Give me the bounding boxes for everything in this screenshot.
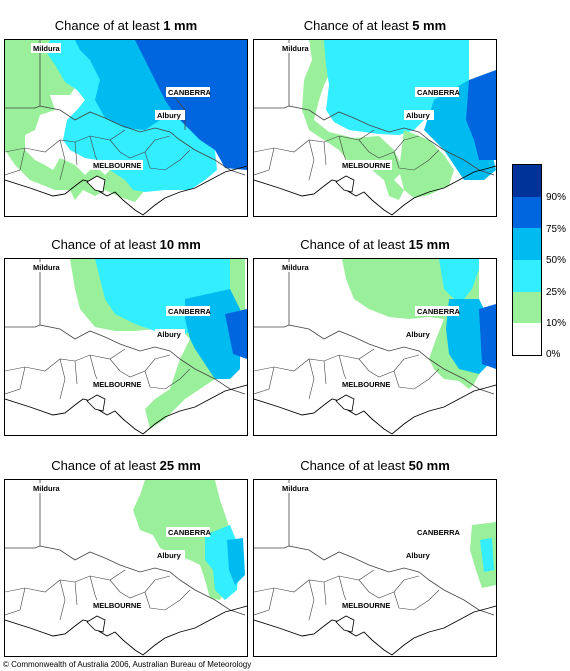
- legend-label-10: 10%: [546, 318, 567, 329]
- place-label-mildura: Mildura: [282, 44, 309, 53]
- title-prefix: Chance of at least: [51, 237, 156, 252]
- title-prefix: Chance of at least: [300, 237, 405, 252]
- panel-title: Chance of at least 10 mm: [4, 237, 248, 255]
- place-label-mildura: Mildura: [33, 263, 60, 272]
- place-label-melbourne: MELBOURNE: [342, 601, 390, 610]
- title-amount: 10 mm: [159, 237, 201, 252]
- legend-label-50: 50%: [546, 255, 567, 266]
- legend-swatch-75: [513, 196, 541, 229]
- rainfall-map: Mildura CANBERRA Albury MELBOURNE: [4, 39, 248, 217]
- zone-75-90: [466, 70, 496, 160]
- place-label-melbourne: MELBOURNE: [93, 161, 141, 170]
- place-label-canberra: CANBERRA: [168, 528, 212, 537]
- place-label-mildura: Mildura: [282, 484, 309, 493]
- panel-title: Chance of at least 1 mm: [4, 18, 248, 36]
- place-label-albury: Albury: [157, 330, 182, 339]
- place-label-melbourne: MELBOURNE: [342, 380, 390, 389]
- place-label-mildura: Mildura: [33, 44, 60, 53]
- title-prefix: Chance of at least: [51, 458, 156, 473]
- legend-color-bar: [512, 164, 542, 356]
- legend-swatch-0: [513, 323, 541, 355]
- map-graphic: Mildura CANBERRA Albury MELBOURNE: [254, 259, 496, 435]
- map-graphic: Mildura CANBERRA Albury MELBOURNE: [5, 40, 247, 216]
- place-label-albury: Albury: [157, 111, 182, 120]
- title-amount: 5 mm: [412, 18, 447, 33]
- map-graphic: Mildura CANBERRA Albury MELBOURNE: [254, 40, 496, 216]
- legend-label-0: 0%: [546, 349, 561, 360]
- legend-label-90: 90%: [546, 192, 567, 203]
- zone-50-75: [227, 538, 245, 585]
- rainfall-map: Mildura CANBERRA Albury MELBOURNE: [253, 479, 497, 657]
- zone-75-90: [479, 304, 496, 369]
- place-label-canberra: CANBERRA: [168, 88, 212, 97]
- title-amount: 25 mm: [159, 458, 201, 473]
- panel-title: Chance of at least 50 mm: [253, 458, 497, 476]
- map-graphic: Mildura CANBERRA Albury MELBOURNE: [5, 480, 247, 656]
- place-label-mildura: Mildura: [33, 484, 60, 493]
- panel-title: Chance of at least 5 mm: [253, 18, 497, 36]
- zone-10-25: [5, 40, 170, 202]
- title-prefix: Chance of at least: [300, 458, 405, 473]
- place-label-albury: Albury: [406, 111, 431, 120]
- title-amount: 1 mm: [163, 18, 198, 33]
- title-amount: 50 mm: [408, 458, 450, 473]
- place-label-canberra: CANBERRA: [417, 88, 461, 97]
- zone-75-90: [225, 309, 247, 359]
- place-label-canberra: CANBERRA: [417, 528, 461, 537]
- panel-title: Chance of at least 25 mm: [4, 458, 248, 476]
- rainfall-map: Mildura CANBERRA Albury MELBOURNE: [253, 39, 497, 217]
- place-label-melbourne: MELBOURNE: [93, 601, 141, 610]
- zone-25-50: [480, 538, 494, 572]
- legend-label-75: 75%: [546, 224, 567, 235]
- map-graphic: Mildura CANBERRA Albury MELBOURNE: [5, 259, 247, 435]
- place-label-melbourne: MELBOURNE: [93, 380, 141, 389]
- title-amount: 15 mm: [408, 237, 450, 252]
- legend-swatch-25: [513, 259, 541, 292]
- place-label-albury: Albury: [406, 551, 431, 560]
- zone-25-50: [439, 259, 479, 299]
- rainfall-map: Mildura CANBERRA Albury MELBOURNE: [253, 258, 497, 436]
- place-label-melbourne: MELBOURNE: [342, 161, 390, 170]
- zone-50-75: [446, 299, 489, 374]
- legend-swatch-90: [513, 165, 541, 197]
- place-label-albury: Albury: [157, 551, 182, 560]
- place-label-albury: Albury: [406, 330, 431, 339]
- zone-75-90: [135, 40, 247, 170]
- title-prefix: Chance of at least: [54, 18, 160, 33]
- place-label-mildura: Mildura: [282, 263, 309, 272]
- rainfall-map: Mildura CANBERRA Albury MELBOURNE: [4, 258, 248, 436]
- place-label-canberra: CANBERRA: [417, 307, 461, 316]
- legend-swatch-10: [513, 291, 541, 324]
- rainfall-map: Mildura CANBERRA Albury MELBOURNE: [4, 479, 248, 657]
- place-label-canberra: CANBERRA: [168, 307, 212, 316]
- legend-swatch-50: [513, 228, 541, 260]
- legend-label-25: 25%: [546, 287, 567, 298]
- map-graphic: Mildura CANBERRA Albury MELBOURNE: [254, 480, 496, 656]
- copyright-notice: © Commonwealth of Australia 2006, Austra…: [3, 660, 252, 669]
- zone-10-25: [133, 480, 233, 600]
- title-prefix: Chance of at least: [303, 18, 409, 33]
- panel-title: Chance of at least 15 mm: [253, 237, 497, 255]
